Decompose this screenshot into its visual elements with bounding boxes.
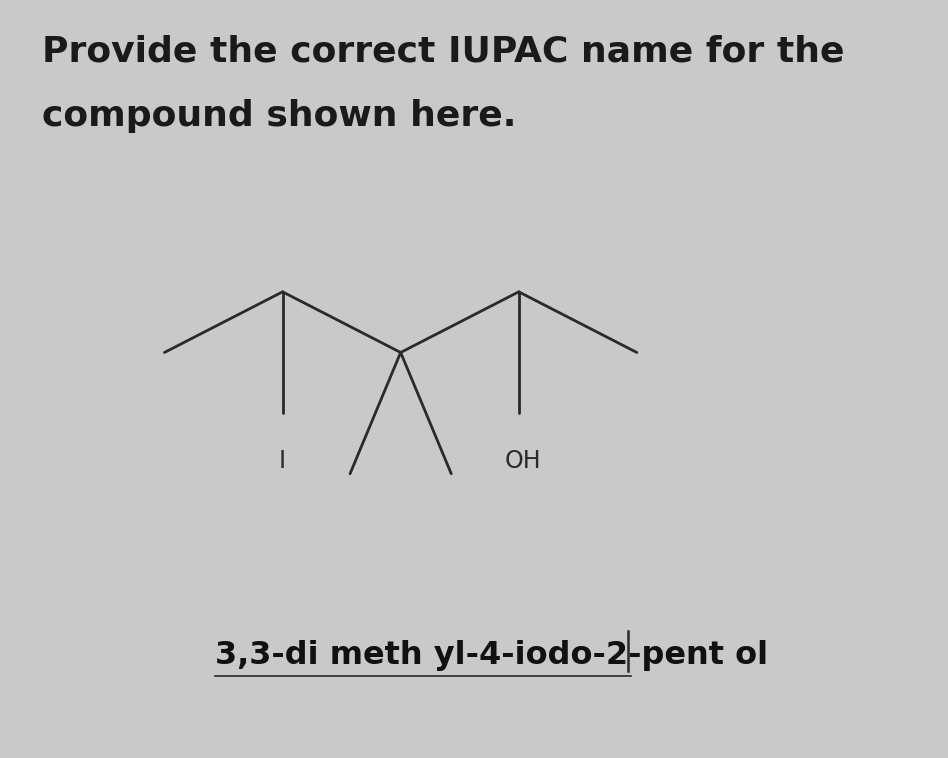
Text: I: I <box>279 449 286 473</box>
Text: compound shown here.: compound shown here. <box>42 99 517 133</box>
Text: 3,3-di meth yl-4-iodo-2-pent ol: 3,3-di meth yl-4-iodo-2-pent ol <box>215 640 768 671</box>
Text: OH: OH <box>504 449 541 473</box>
Text: Provide the correct IUPAC name for the: Provide the correct IUPAC name for the <box>42 34 845 68</box>
